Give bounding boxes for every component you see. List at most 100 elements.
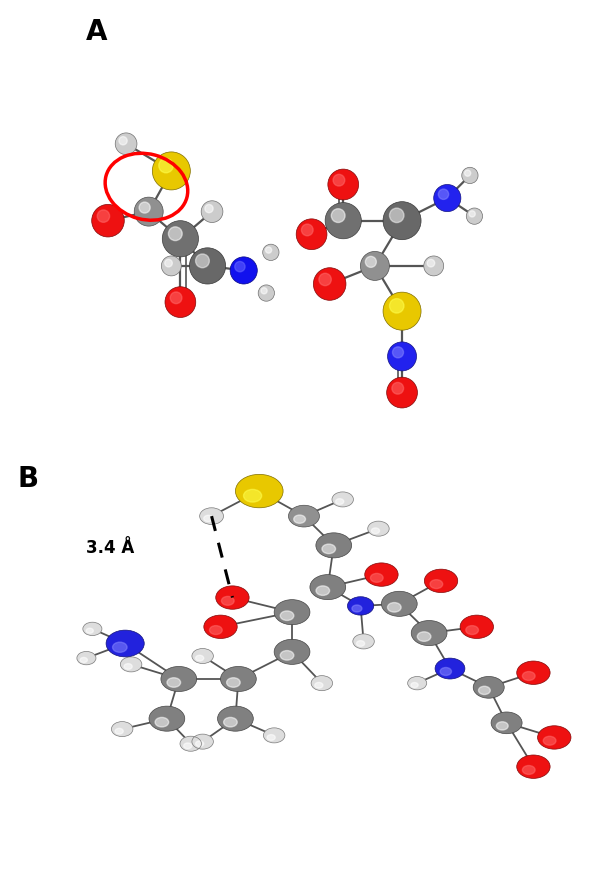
Circle shape <box>200 508 224 525</box>
Circle shape <box>361 252 389 281</box>
Circle shape <box>274 600 310 625</box>
Circle shape <box>216 587 249 609</box>
Circle shape <box>222 597 234 606</box>
Circle shape <box>544 736 556 746</box>
Circle shape <box>230 257 257 285</box>
Circle shape <box>288 506 319 527</box>
Circle shape <box>353 634 374 649</box>
Circle shape <box>195 255 209 269</box>
Circle shape <box>190 249 226 285</box>
Circle shape <box>417 632 431 641</box>
Circle shape <box>180 736 201 752</box>
Circle shape <box>434 185 461 212</box>
Circle shape <box>311 676 333 691</box>
Circle shape <box>244 490 262 502</box>
Circle shape <box>440 667 452 676</box>
Text: B: B <box>18 464 39 493</box>
Circle shape <box>120 657 142 672</box>
Circle shape <box>302 225 313 236</box>
Circle shape <box>280 611 294 620</box>
Circle shape <box>473 677 504 699</box>
Circle shape <box>464 171 471 177</box>
Circle shape <box>235 262 245 273</box>
Circle shape <box>115 728 123 734</box>
Circle shape <box>383 293 421 331</box>
Circle shape <box>167 678 181 687</box>
Circle shape <box>319 274 331 286</box>
Circle shape <box>77 652 96 665</box>
Circle shape <box>124 664 132 670</box>
Circle shape <box>411 620 447 646</box>
Circle shape <box>316 534 352 558</box>
Circle shape <box>106 630 144 657</box>
Circle shape <box>368 521 389 536</box>
Circle shape <box>274 640 310 665</box>
Circle shape <box>204 615 237 639</box>
Circle shape <box>387 603 401 613</box>
Circle shape <box>332 493 353 507</box>
Circle shape <box>517 755 550 779</box>
Circle shape <box>371 528 380 534</box>
Circle shape <box>538 726 571 749</box>
Circle shape <box>162 222 198 257</box>
Circle shape <box>469 211 475 218</box>
Circle shape <box>336 499 344 505</box>
Circle shape <box>296 220 327 250</box>
Circle shape <box>328 170 359 201</box>
Circle shape <box>466 209 483 225</box>
Circle shape <box>315 683 323 688</box>
Circle shape <box>210 626 222 634</box>
Circle shape <box>97 210 110 223</box>
Circle shape <box>201 202 223 223</box>
Circle shape <box>265 248 272 254</box>
Circle shape <box>435 659 465 680</box>
Circle shape <box>408 677 427 690</box>
Circle shape <box>427 260 434 268</box>
Circle shape <box>424 569 458 593</box>
Circle shape <box>438 190 449 200</box>
Circle shape <box>392 383 403 395</box>
Circle shape <box>462 168 478 184</box>
Circle shape <box>218 706 253 732</box>
Circle shape <box>381 592 417 617</box>
Circle shape <box>261 289 267 295</box>
Circle shape <box>325 203 361 240</box>
Circle shape <box>149 706 185 732</box>
Circle shape <box>496 722 508 730</box>
Circle shape <box>224 718 237 727</box>
Circle shape <box>523 766 535 774</box>
Circle shape <box>195 655 204 661</box>
Circle shape <box>162 256 181 276</box>
Circle shape <box>356 641 365 647</box>
Circle shape <box>390 209 404 223</box>
Circle shape <box>383 202 421 241</box>
Circle shape <box>365 257 376 268</box>
Circle shape <box>134 198 163 227</box>
Circle shape <box>161 667 197 692</box>
Circle shape <box>235 474 283 508</box>
Circle shape <box>115 134 137 156</box>
Circle shape <box>331 209 345 223</box>
Circle shape <box>347 597 374 615</box>
Circle shape <box>195 741 204 746</box>
Circle shape <box>267 735 275 740</box>
Circle shape <box>316 587 330 596</box>
Circle shape <box>393 348 403 358</box>
Circle shape <box>387 342 417 371</box>
Circle shape <box>466 626 479 634</box>
Circle shape <box>387 378 417 408</box>
Circle shape <box>221 667 256 692</box>
Circle shape <box>258 286 275 302</box>
Circle shape <box>170 293 182 304</box>
Circle shape <box>86 628 94 634</box>
Circle shape <box>333 176 344 187</box>
Circle shape <box>92 205 125 238</box>
Circle shape <box>205 205 213 214</box>
Circle shape <box>165 288 195 318</box>
Circle shape <box>153 153 190 190</box>
Circle shape <box>294 515 306 524</box>
Circle shape <box>119 137 127 146</box>
Circle shape <box>365 563 398 587</box>
Circle shape <box>263 728 285 743</box>
Circle shape <box>83 622 102 636</box>
